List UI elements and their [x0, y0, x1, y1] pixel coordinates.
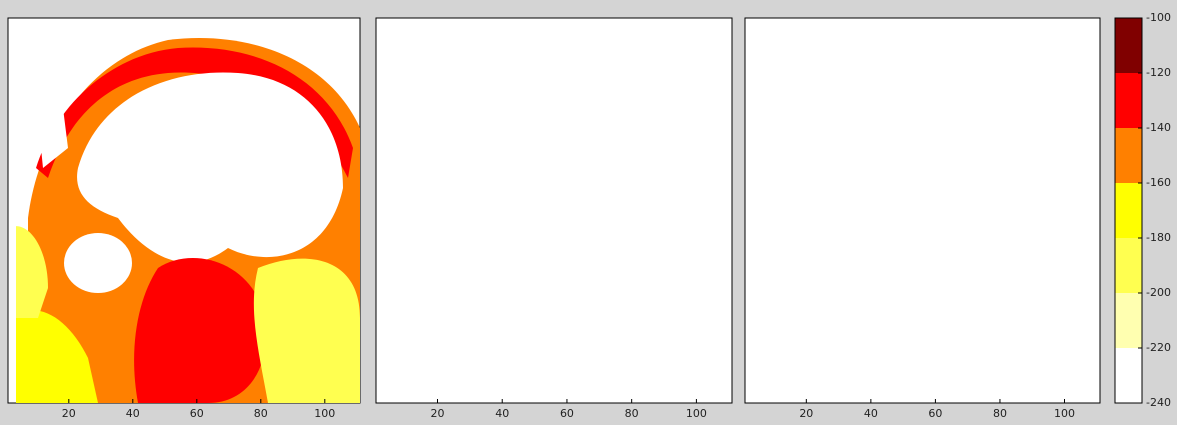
plot-area — [745, 18, 1100, 403]
cavity — [64, 233, 132, 293]
colorbar-band — [1115, 128, 1142, 183]
face-right — [254, 259, 360, 403]
colorbar-band — [1115, 293, 1142, 348]
colorbar-tick-label: -200 — [1146, 286, 1171, 299]
colorbar-band — [1115, 73, 1142, 128]
colorbar-tick-label: -220 — [1146, 341, 1171, 354]
colorbar-tick-label: -100 — [1146, 11, 1171, 24]
x-tick-label: 100 — [314, 407, 335, 420]
colorbar-tick-label: -120 — [1146, 66, 1171, 79]
x-tick-label: 80 — [993, 407, 1007, 420]
x-tick-label: 40 — [126, 407, 140, 420]
colorbar-tick-label: -160 — [1146, 176, 1171, 189]
figure: 20 40 60 80 100 20 40 60 80 100 20 40 60 80 100 -100 -12… — [0, 0, 1177, 425]
colorbar-band — [1115, 183, 1142, 238]
x-tick-label: 80 — [625, 407, 639, 420]
colorbar-band — [1115, 348, 1142, 403]
x-tick-label: 60 — [190, 407, 204, 420]
x-tick-label: 60 — [928, 407, 942, 420]
colorbar-tick-label: -140 — [1146, 121, 1171, 134]
x-tick-label: 40 — [495, 407, 509, 420]
plot-area — [376, 18, 732, 403]
x-tick-label: 80 — [254, 407, 268, 420]
colorbar-band — [1115, 238, 1142, 293]
colorbar-tick-label: -240 — [1146, 396, 1171, 409]
x-tick-label: 20 — [430, 407, 444, 420]
colorbar-band — [1115, 18, 1142, 73]
x-tick-label: 100 — [1054, 407, 1075, 420]
x-tick-label: 20 — [62, 407, 76, 420]
x-tick-label: 20 — [799, 407, 813, 420]
colorbar-tick-label: -180 — [1146, 231, 1171, 244]
x-tick-label: 60 — [560, 407, 574, 420]
x-tick-label: 40 — [864, 407, 878, 420]
x-tick-label: 100 — [686, 407, 707, 420]
